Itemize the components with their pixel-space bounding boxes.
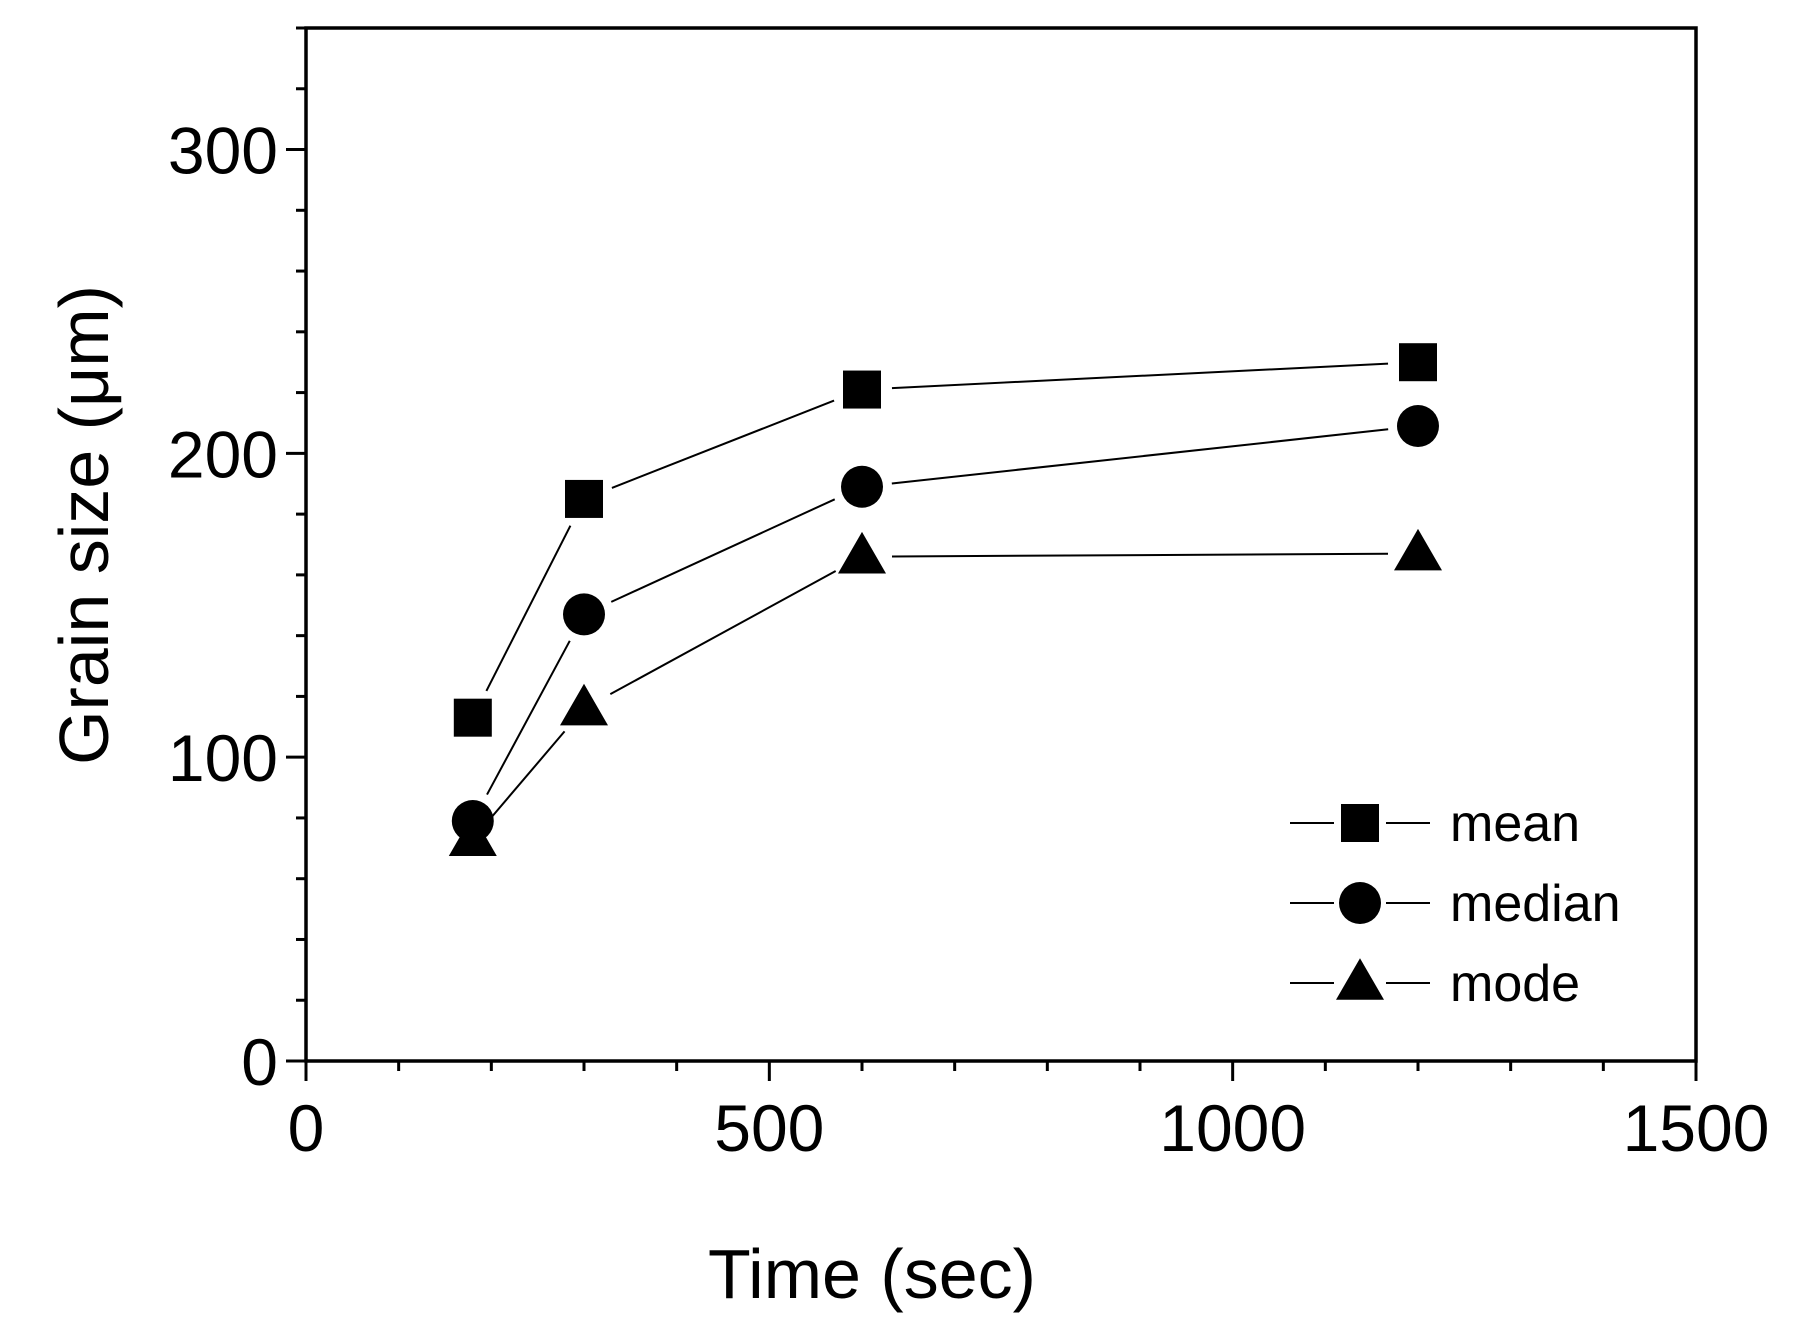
legend-item-median: median bbox=[1290, 875, 1621, 933]
mode-line-segment bbox=[891, 552, 1389, 558]
plot-frame bbox=[304, 26, 1698, 1063]
y-tick-label: 100 bbox=[168, 721, 278, 795]
axes bbox=[304, 26, 1698, 1063]
x-tick-label: 0 bbox=[288, 1091, 325, 1165]
legend-label-median: median bbox=[1450, 875, 1621, 933]
mean-point bbox=[1399, 343, 1437, 382]
mode-line-segment bbox=[609, 570, 837, 696]
y-axis-title: Grain size (μm) bbox=[45, 285, 123, 765]
median-line-segment bbox=[486, 640, 571, 796]
mode-point bbox=[560, 683, 608, 726]
median-point bbox=[1397, 405, 1439, 448]
legend-marker-median bbox=[1339, 882, 1381, 924]
mean-point bbox=[453, 698, 492, 737]
x-tick-label: 1500 bbox=[1623, 1091, 1770, 1165]
legend: mean median mode bbox=[1290, 795, 1621, 1013]
mean-line-segment bbox=[611, 399, 835, 489]
mode-point bbox=[1394, 528, 1442, 571]
mean-point bbox=[843, 370, 881, 409]
mode-point bbox=[448, 814, 497, 857]
median-line-segment bbox=[610, 498, 836, 603]
median-line-segment bbox=[891, 428, 1389, 485]
mean-line-segment bbox=[891, 362, 1389, 390]
legend-marker-mean bbox=[1341, 804, 1379, 842]
mode-point bbox=[838, 531, 886, 574]
series-mode bbox=[448, 528, 1442, 857]
mean-line-segment bbox=[485, 525, 572, 692]
x-tick-label: 1000 bbox=[1159, 1091, 1306, 1165]
series-mean bbox=[453, 343, 1437, 737]
mean-point bbox=[565, 479, 603, 518]
legend-item-mean: mean bbox=[1290, 795, 1580, 853]
legend-label-mode: mode bbox=[1450, 955, 1580, 1013]
median-point bbox=[563, 593, 605, 636]
mode-line-segment bbox=[491, 730, 566, 818]
legend-item-mode: mode bbox=[1290, 955, 1580, 1013]
x-axis-title: Time (sec) bbox=[708, 1235, 1036, 1313]
data-series bbox=[448, 343, 1442, 857]
y-tick-label: 200 bbox=[168, 417, 278, 491]
tick-labels: 0 500 1000 1500 0 100 200 300 bbox=[168, 114, 1770, 1165]
y-tick-label: 300 bbox=[168, 114, 278, 188]
legend-marker-mode bbox=[1336, 958, 1384, 1000]
median-point bbox=[841, 465, 883, 508]
y-tick-label: 0 bbox=[241, 1025, 278, 1099]
axis-ticks bbox=[286, 26, 1698, 1081]
x-tick-label: 500 bbox=[714, 1091, 824, 1165]
legend-label-mean: mean bbox=[1450, 795, 1580, 853]
series-median bbox=[451, 405, 1439, 842]
